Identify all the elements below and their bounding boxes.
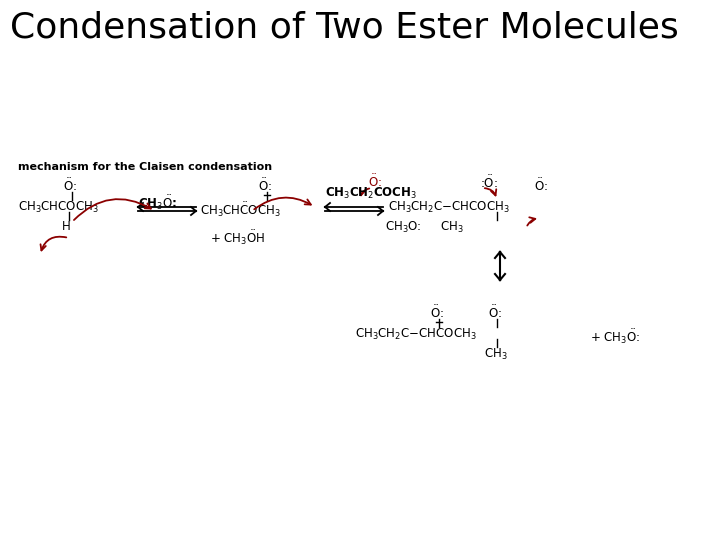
Text: $\ddot{\rm O}$:: $\ddot{\rm O}$: bbox=[258, 178, 272, 194]
Text: $\ddot{\rm O}$:: $\ddot{\rm O}$: bbox=[430, 305, 444, 321]
Text: CH$_3$CHCOCH$_3$: CH$_3$CHCOCH$_3$ bbox=[18, 200, 99, 215]
Text: CH$_3$: CH$_3$ bbox=[440, 220, 464, 235]
Text: CH$_3$CH$_2$COCH$_3$: CH$_3$CH$_2$COCH$_3$ bbox=[325, 186, 417, 201]
Text: $\ddot{\rm O}$:: $\ddot{\rm O}$: bbox=[534, 178, 548, 194]
Text: $\ddot{\rm O}$:: $\ddot{\rm O}$: bbox=[63, 178, 77, 194]
Text: CH$_3$CH$_2$C$-$CHCOCH$_3$: CH$_3$CH$_2$C$-$CHCOCH$_3$ bbox=[355, 327, 477, 342]
Text: CH$_3$: CH$_3$ bbox=[484, 347, 508, 362]
Text: Condensation of Two Ester Molecules: Condensation of Two Ester Molecules bbox=[10, 10, 679, 44]
Text: mechanism for the Claisen condensation: mechanism for the Claisen condensation bbox=[18, 162, 272, 172]
Text: CH$_3$CH$\ddot{\rm C}$OCH$_3$: CH$_3$CH$\ddot{\rm C}$OCH$_3$ bbox=[200, 200, 281, 219]
Text: CH$_3$O:: CH$_3$O: bbox=[385, 220, 422, 235]
Text: $\ddot{\rm O}$:: $\ddot{\rm O}$: bbox=[488, 305, 502, 321]
Text: + CH$_3$$\ddot{\rm O}$H: + CH$_3$$\ddot{\rm O}$H bbox=[210, 228, 265, 247]
Text: CH$_3$CH$_2$C$-$CHCOCH$_3$: CH$_3$CH$_2$C$-$CHCOCH$_3$ bbox=[388, 200, 510, 215]
Text: CH$_3$$\ddot{\rm O}$:: CH$_3$$\ddot{\rm O}$: bbox=[138, 193, 177, 212]
Text: :$\ddot{\rm O}$:: :$\ddot{\rm O}$: bbox=[480, 175, 498, 192]
Text: + CH$_3$$\ddot{\rm O}$:: + CH$_3$$\ddot{\rm O}$: bbox=[590, 327, 640, 346]
Text: $\ddot{\rm O}$:: $\ddot{\rm O}$: bbox=[368, 174, 382, 191]
Text: H: H bbox=[62, 220, 71, 233]
